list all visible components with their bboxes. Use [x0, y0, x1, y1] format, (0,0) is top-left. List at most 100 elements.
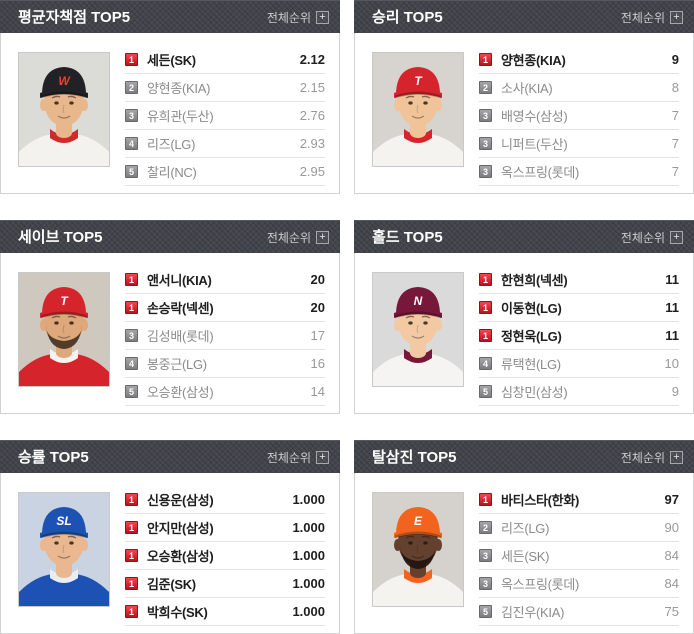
panel-body: W 1 세든(SK) 2.12 2 양현종(KIA) 2.15 3 유희관(두산… [0, 33, 340, 194]
stat-value: 7 [671, 108, 679, 123]
rank-badge: 1 [125, 605, 138, 618]
ranking-row[interactable]: 5 찰리(NC) 2.95 [125, 158, 325, 186]
ranking-row[interactable]: 1 손승락(넥센) 20 [125, 294, 325, 322]
player-name: 한현희(넥센) [501, 273, 568, 288]
ranking-row[interactable]: 1 바티스타(한화) 97 [479, 486, 679, 514]
ranking-row[interactable]: 1 오승환(삼성) 1.000 [125, 542, 325, 570]
overall-rank-link-label: 전체순위 [266, 10, 311, 25]
rank-badge: 5 [125, 385, 138, 398]
ranking-row[interactable]: 2 리즈(LG) 90 [479, 514, 679, 542]
player-portrait-illustration: SL [19, 493, 109, 606]
ranking-panel: 승률 TOP5 전체순위 + [0, 440, 340, 634]
stat-value: 1.000 [292, 604, 325, 619]
ranking-row[interactable]: 1 안지만(삼성) 1.000 [125, 514, 325, 542]
ranking-row[interactable]: 4 봉중근(LG) 16 [125, 350, 325, 378]
ranking-row[interactable]: 3 세든(SK) 84 [479, 542, 679, 570]
player-photo[interactable]: T [18, 272, 110, 387]
ranking-row[interactable]: 1 김준(SK) 1.000 [125, 570, 325, 598]
rank-badge: 4 [125, 137, 138, 150]
stat-value: 84 [664, 576, 679, 591]
rank-badge: 3 [479, 549, 492, 562]
ranking-row[interactable]: 1 박희수(SK) 1.000 [125, 598, 325, 626]
stat-value: 75 [664, 604, 679, 619]
player-name: 소사(KIA) [501, 81, 553, 96]
ranking-list: 1 바티스타(한화) 97 2 리즈(LG) 90 3 세든(SK) 84 3 … [479, 486, 679, 633]
player-name: 리즈(LG) [147, 137, 196, 152]
overall-rank-link[interactable]: 전체순위 + [267, 449, 329, 466]
overall-rank-link[interactable]: 전체순위 + [621, 229, 683, 246]
player-photo[interactable]: E [372, 492, 464, 607]
overall-rank-link[interactable]: 전체순위 + [267, 229, 329, 246]
player-photo[interactable]: T [372, 52, 464, 167]
panel-title: 세이브 TOP5 [18, 228, 103, 246]
player-portrait-illustration: N [373, 273, 463, 386]
ranking-row[interactable]: 4 류택현(LG) 10 [479, 350, 679, 378]
ranking-row[interactable]: 3 니퍼트(두산) 7 [479, 130, 679, 158]
stat-value: 1.000 [292, 520, 325, 535]
ranking-row[interactable]: 1 신용운(삼성) 1.000 [125, 486, 325, 514]
ranking-row[interactable]: 2 양현종(KIA) 2.15 [125, 74, 325, 102]
panel-title: 탈삼진 TOP5 [372, 448, 457, 466]
rank-badge: 1 [125, 53, 138, 66]
rank-badge: 1 [479, 493, 492, 506]
ranking-row[interactable]: 1 이동현(LG) 11 [479, 294, 679, 322]
rank-badge: 4 [125, 357, 138, 370]
player-name: 이동현(LG) [501, 301, 562, 316]
ranking-row[interactable]: 2 소사(KIA) 8 [479, 74, 679, 102]
panel-body: SL 1 신용운(삼성) 1.000 1 안지만(삼성) 1.000 1 오승환… [0, 473, 340, 634]
player-name: 바티스타(한화) [501, 493, 580, 508]
player-name: 유희관(두산) [147, 109, 214, 124]
rank-badge: 5 [479, 605, 492, 618]
overall-rank-link[interactable]: 전체순위 + [621, 9, 683, 26]
ranking-row[interactable]: 3 옥스프링(롯데) 7 [479, 158, 679, 186]
ranking-row[interactable]: 1 양현종(KIA) 9 [479, 46, 679, 74]
panel-header: 홀드 TOP5 전체순위 + [354, 220, 694, 253]
stat-value: 97 [664, 492, 679, 507]
stat-value: 11 [665, 272, 679, 287]
player-name: 양현종(KIA) [147, 81, 211, 96]
rank-badge: 2 [125, 81, 138, 94]
rank-badge: 3 [479, 109, 492, 122]
overall-rank-link[interactable]: 전체순위 + [621, 449, 683, 466]
ranking-row[interactable]: 1 정현욱(LG) 11 [479, 322, 679, 350]
stat-value: 2.76 [299, 108, 325, 123]
stat-value: 10 [664, 356, 679, 371]
ranking-row[interactable]: 1 한현희(넥센) 11 [479, 266, 679, 294]
panel-title: 평균자책점 TOP5 [18, 8, 131, 26]
ranking-row[interactable]: 3 배영수(삼성) 7 [479, 102, 679, 130]
ranking-list: 1 한현희(넥센) 11 1 이동현(LG) 11 1 정현욱(LG) 11 4… [479, 266, 679, 413]
ranking-row[interactable]: 1 앤서니(KIA) 20 [125, 266, 325, 294]
player-photo[interactable]: W [18, 52, 110, 167]
ranking-row[interactable]: 1 세든(SK) 2.12 [125, 46, 325, 74]
ranking-row[interactable]: 5 심창민(삼성) 9 [479, 378, 679, 406]
player-name: 리즈(LG) [501, 521, 550, 536]
overall-rank-link[interactable]: 전체순위 + [267, 9, 329, 26]
ranking-row[interactable]: 4 리즈(LG) 2.93 [125, 130, 325, 158]
ranking-row[interactable]: 5 김진우(KIA) 75 [479, 598, 679, 626]
panel-title: 홀드 TOP5 [372, 228, 443, 246]
player-name: 옥스프링(롯데) [501, 577, 580, 592]
stat-value: 2.93 [299, 136, 325, 151]
rank-badge: 1 [125, 301, 138, 314]
rank-badge: 2 [479, 521, 492, 534]
panel-header: 탈삼진 TOP5 전체순위 + [354, 440, 694, 473]
ranking-row[interactable]: 3 유희관(두산) 2.76 [125, 102, 325, 130]
stat-value: 14 [310, 384, 325, 399]
player-name: 니퍼트(두산) [501, 137, 568, 152]
stat-value: 17 [310, 328, 325, 343]
player-name: 김진우(KIA) [501, 605, 565, 620]
player-name: 세든(SK) [147, 53, 196, 68]
stat-value: 16 [310, 356, 325, 371]
stat-value: 7 [671, 164, 679, 179]
ranking-row[interactable]: 5 오승환(삼성) 14 [125, 378, 325, 406]
ranking-row[interactable]: 3 옥스프링(롯데) 84 [479, 570, 679, 598]
player-photo[interactable]: N [372, 272, 464, 387]
player-name: 류택현(LG) [501, 357, 561, 372]
stat-value: 1.000 [292, 576, 325, 591]
player-photo[interactable]: SL [18, 492, 110, 607]
overall-rank-link-label: 전체순위 [620, 230, 665, 245]
ranking-panel: 탈삼진 TOP5 전체순위 + [354, 440, 694, 634]
ranking-row[interactable]: 3 김성배(롯데) 17 [125, 322, 325, 350]
plus-icon: + [316, 230, 329, 244]
rank-badge: 3 [125, 109, 138, 122]
